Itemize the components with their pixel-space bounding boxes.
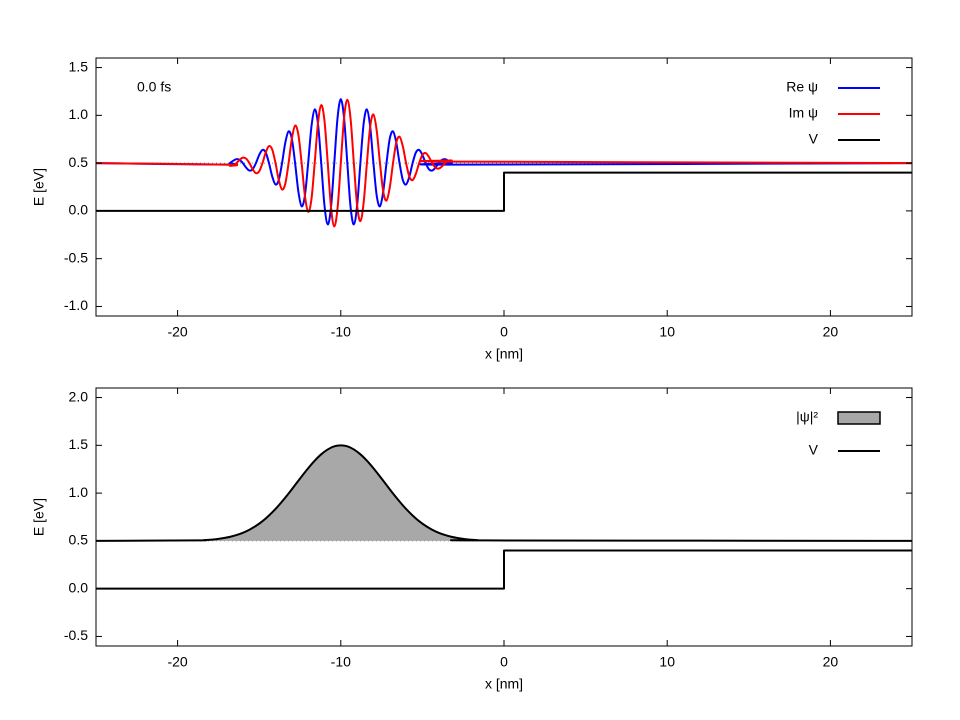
y-tick-label: -0.5 (64, 627, 88, 643)
y-tick-label: 0.0 (69, 202, 89, 218)
legend-label: Im ψ (789, 105, 818, 121)
legend-label: |ψ|² (796, 409, 818, 425)
legend-label: V (809, 442, 819, 458)
x-tick-label: -10 (331, 654, 351, 670)
x-tick-label: 10 (659, 324, 675, 340)
y-tick-label: -0.5 (64, 249, 88, 265)
y-tick-label: 1.5 (69, 436, 89, 452)
y-tick-label: 0.5 (69, 532, 89, 548)
y-tick-label: -1.0 (64, 297, 88, 313)
x-axis-title: x [nm] (485, 346, 523, 362)
y-tick-label: 1.0 (69, 484, 89, 500)
plot-frame (95, 387, 913, 647)
series-line (95, 444, 913, 542)
x-axis-title: x [nm] (485, 676, 523, 692)
y-tick-label: 0.5 (69, 154, 89, 170)
y-tick-label: 2.0 (69, 388, 89, 404)
x-tick-label: -20 (167, 654, 187, 670)
series-line (96, 549, 912, 590)
series-line (96, 171, 912, 212)
x-tick-label: 0 (500, 324, 508, 340)
density-fill (96, 445, 912, 541)
legend-label: V (809, 131, 819, 147)
series-line (95, 98, 913, 226)
legend-label: Re ψ (786, 79, 818, 95)
x-tick-label: -20 (167, 324, 187, 340)
x-tick-label: -10 (331, 324, 351, 340)
legend-swatch (837, 411, 881, 425)
time-annotation: 0.0 fs (137, 79, 171, 95)
x-tick-label: 20 (823, 654, 839, 670)
y-tick-label: 1.5 (69, 58, 89, 74)
y-axis-title: E [eV] (31, 168, 47, 206)
x-tick-label: 0 (500, 654, 508, 670)
x-tick-label: 20 (823, 324, 839, 340)
x-tick-label: 10 (659, 654, 675, 670)
y-axis-title: E [eV] (31, 498, 47, 536)
y-tick-label: 1.0 (69, 106, 89, 122)
series-line (95, 98, 913, 228)
y-tick-label: 0.0 (69, 579, 89, 595)
